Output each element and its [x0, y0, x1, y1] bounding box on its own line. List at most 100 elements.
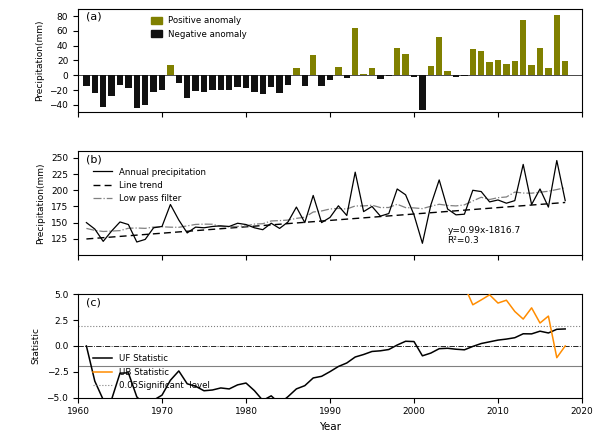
- Bar: [512, 61, 518, 75]
- Bar: [218, 75, 224, 90]
- Bar: [386, 75, 392, 76]
- Bar: [184, 75, 190, 98]
- Bar: [142, 75, 148, 105]
- Bar: [83, 75, 89, 86]
- Bar: [109, 75, 115, 96]
- Annual precipitation: [83, 220, 90, 225]
- Low pass filter: [444, 203, 451, 208]
- Bar: [134, 75, 140, 108]
- Annual precipitation: [553, 158, 560, 163]
- Bar: [352, 28, 358, 75]
- UF Statistic: [142, 402, 149, 408]
- Y-axis label: Precipitation(mm): Precipitation(mm): [35, 20, 44, 101]
- Annual precipitation: [562, 198, 569, 203]
- Bar: [562, 61, 568, 75]
- Bar: [503, 64, 509, 75]
- UF Statistic: [209, 387, 216, 392]
- Annual precipitation: [494, 198, 502, 203]
- Annual precipitation: [192, 225, 199, 230]
- Bar: [159, 75, 165, 90]
- Bar: [319, 75, 325, 86]
- Bar: [428, 66, 434, 75]
- Bar: [436, 37, 442, 75]
- UF Statistic: [562, 326, 569, 332]
- Bar: [394, 48, 400, 75]
- Bar: [201, 75, 207, 92]
- Bar: [151, 75, 157, 92]
- Bar: [226, 75, 232, 90]
- UB Statistic: [91, 94, 98, 100]
- Low pass filter: [494, 195, 502, 200]
- Y-axis label: Statistic: Statistic: [32, 327, 41, 364]
- Bar: [377, 75, 383, 79]
- Low pass filter: [562, 185, 569, 190]
- Bar: [117, 75, 123, 85]
- Legend: UF Statistic, UB Statistic, 0.05Significant  level: UF Statistic, UB Statistic, 0.05Signific…: [90, 351, 214, 393]
- Bar: [335, 67, 341, 75]
- Bar: [193, 75, 199, 91]
- UB Statistic: [562, 343, 569, 349]
- UB Statistic: [209, 139, 216, 144]
- Bar: [403, 54, 409, 75]
- UB Statistic: [553, 355, 560, 360]
- UB Statistic: [83, 95, 90, 100]
- Bar: [369, 68, 375, 75]
- Annual precipitation: [444, 206, 451, 212]
- Legend: Positive anomaly, Negative anomaly: Positive anomaly, Negative anomaly: [148, 13, 251, 42]
- Bar: [268, 75, 274, 87]
- Low pass filter: [209, 222, 216, 227]
- Bar: [125, 75, 131, 88]
- Y-axis label: Precipitation(mm): Precipitation(mm): [37, 163, 46, 244]
- Line: Annual precipitation: Annual precipitation: [86, 160, 565, 243]
- Bar: [461, 75, 467, 76]
- Bar: [100, 75, 106, 108]
- Bar: [327, 75, 333, 80]
- UB Statistic: [494, 301, 502, 306]
- Bar: [277, 75, 283, 93]
- Bar: [243, 75, 249, 88]
- Bar: [470, 49, 476, 75]
- Bar: [478, 51, 484, 75]
- UF Statistic: [444, 346, 451, 351]
- Text: y=0.99x-1816.7
R²=0.3: y=0.99x-1816.7 R²=0.3: [448, 226, 521, 245]
- UB Statistic: [444, 257, 451, 262]
- Bar: [453, 75, 459, 77]
- UB Statistic: [536, 320, 544, 326]
- Bar: [495, 60, 501, 75]
- Line: UF Statistic: UF Statistic: [86, 329, 565, 405]
- X-axis label: Year: Year: [319, 422, 341, 432]
- UF Statistic: [410, 339, 418, 344]
- Annual precipitation: [419, 241, 426, 246]
- Bar: [411, 75, 417, 77]
- Line: UB Statistic: UB Statistic: [86, 97, 565, 357]
- Low pass filter: [100, 229, 107, 234]
- Bar: [92, 75, 98, 94]
- Bar: [285, 75, 291, 85]
- Low pass filter: [410, 205, 418, 211]
- Bar: [209, 75, 215, 90]
- Bar: [419, 75, 425, 110]
- Bar: [529, 66, 535, 75]
- Bar: [445, 70, 451, 75]
- Bar: [487, 62, 493, 75]
- Bar: [537, 48, 543, 75]
- UF Statistic: [494, 337, 502, 343]
- Legend: Annual precipitation, Line trend, Low pass filter: Annual precipitation, Line trend, Low pa…: [90, 164, 209, 207]
- Bar: [293, 68, 299, 75]
- Low pass filter: [200, 222, 208, 227]
- Low pass filter: [545, 189, 552, 194]
- Bar: [310, 55, 316, 75]
- Annual precipitation: [200, 225, 208, 230]
- Bar: [554, 15, 560, 75]
- Text: (c): (c): [86, 297, 100, 307]
- Bar: [251, 75, 257, 92]
- Line: Low pass filter: Low pass filter: [86, 187, 565, 232]
- Bar: [167, 66, 173, 75]
- Text: (b): (b): [86, 155, 101, 165]
- Bar: [344, 75, 350, 78]
- Bar: [545, 68, 551, 75]
- UF Statistic: [200, 388, 208, 393]
- Bar: [302, 75, 308, 86]
- Annual precipitation: [536, 186, 544, 191]
- Bar: [235, 75, 241, 87]
